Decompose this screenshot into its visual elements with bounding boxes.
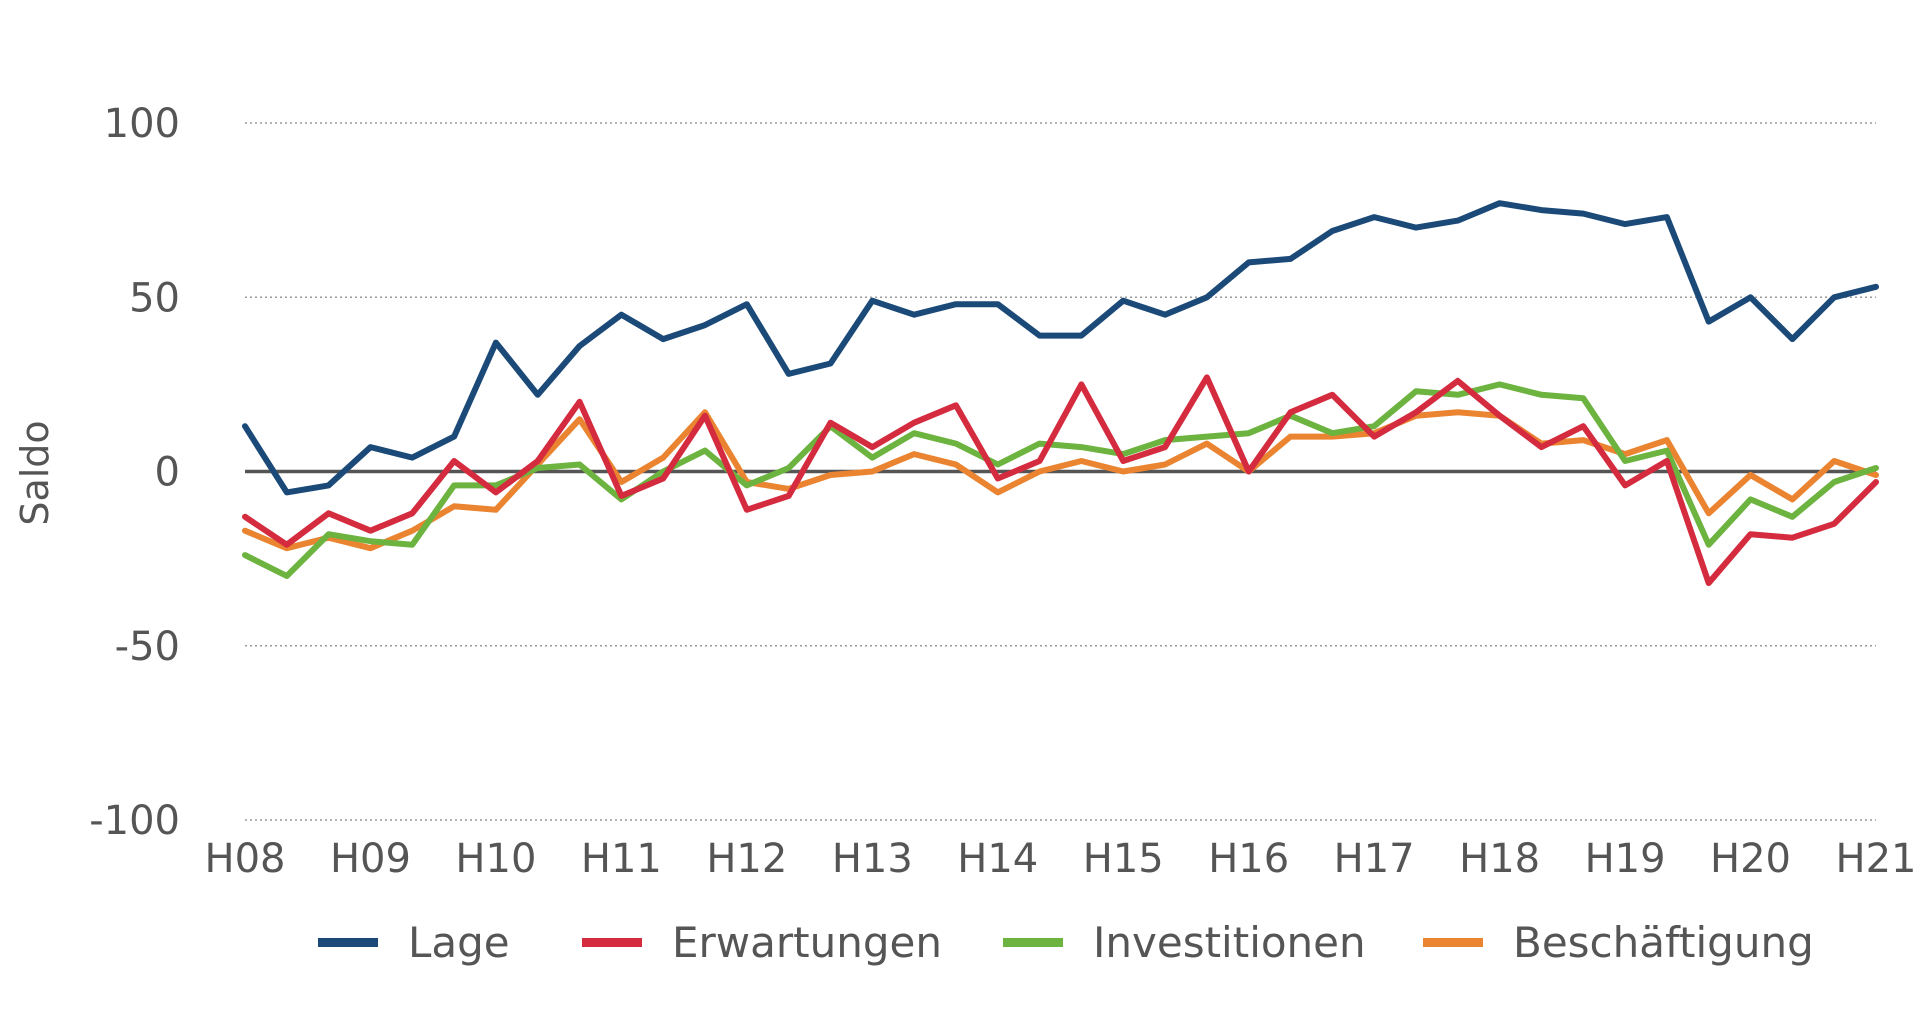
x-tick-label: H08 [205,836,286,882]
x-tick-label: H09 [330,836,411,882]
y-axis-ticks: 100 50 0 -50 -100 [89,101,180,844]
legend-label-beschaeftigung: Beschäftigung [1513,917,1814,967]
series-line-erwartungen [242,374,1879,586]
x-tick-label: H14 [957,836,1038,882]
x-tick-label: H21 [1836,836,1917,882]
x-tick-label: H16 [1208,836,1289,882]
x-tick-label: H15 [1083,836,1164,882]
x-tick-label: H10 [455,836,536,882]
y-tick-label: 50 [129,275,180,321]
legend-swatch-erwartungen [582,937,642,947]
legend-item-beschaeftigung: Beschäftigung [1423,912,1814,972]
y-tick-label: -100 [89,798,180,844]
legend-item-investitionen: Investitionen [1003,912,1366,972]
legend-item-erwartungen: Erwartungen [582,912,942,972]
legend-label-lage: Lage [408,917,510,967]
y-tick-label: 0 [155,450,180,496]
legend: Lage Erwartungen Investitionen Beschäfti… [0,912,1920,972]
y-axis-label: Saldo [13,420,57,525]
legend-swatch-investitionen [1003,937,1063,947]
x-tick-label: H11 [581,836,662,882]
legend-label-investitionen: Investitionen [1093,917,1366,967]
y-tick-label: 100 [104,101,180,147]
x-tick-label: H17 [1334,836,1415,882]
y-tick-label: -50 [115,624,180,670]
series-lines [242,200,1879,586]
series-line-lage [242,200,1879,496]
x-tick-label: H12 [706,836,787,882]
legend-swatch-lage [318,937,378,947]
x-axis-ticks: H08 H09 H10 H11 H12 H13 H14 H15 H16 H17 H18 H19 H20 H… [205,836,1917,882]
x-tick-label: H20 [1710,836,1791,882]
x-tick-label: H19 [1585,836,1666,882]
legend-item-lage: Lage [318,912,510,972]
legend-swatch-beschaeftigung [1423,937,1483,947]
series-line-beschaeftigung [242,409,1879,552]
x-tick-label: H18 [1459,836,1540,882]
gridlines [245,122,1876,821]
legend-label-erwartungen: Erwartungen [672,917,942,967]
x-tick-label: H13 [832,836,913,882]
